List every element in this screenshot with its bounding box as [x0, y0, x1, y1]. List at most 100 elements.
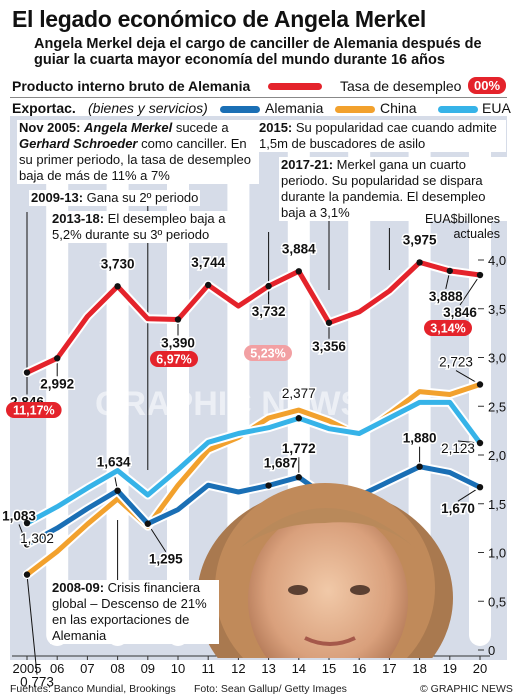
value-dot — [114, 283, 121, 290]
y-tick-label: 3,0 — [488, 351, 506, 366]
y-tick-label: 0 — [488, 643, 495, 658]
chart-title: El legado económico de Angela Merkel — [12, 6, 426, 32]
series-line-germany — [24, 464, 483, 547]
merkel-photo — [197, 483, 453, 658]
legend-row-exports: Exportac. (bienes y servicios) Alemania … — [10, 98, 511, 118]
legend-row-gdp: Producto interno bruto de Alemania Tasa … — [10, 76, 507, 96]
footer-photo: Foto: Sean Gallup/ Getty Images — [194, 683, 347, 695]
value-dot — [416, 259, 423, 266]
value-dot — [23, 541, 31, 548]
value-dot — [265, 482, 272, 489]
legend-usa-label: EUA — [482, 100, 511, 116]
value-dot — [476, 439, 484, 447]
footer-copyright: © GRAPHIC NEWS — [420, 683, 513, 695]
y-tick-label: 0,5 — [488, 594, 506, 609]
value-label-gdp: 2,992 — [40, 376, 74, 391]
x-tick-label: 13 — [261, 661, 275, 676]
value-label-germany: 1,670 — [441, 501, 475, 516]
note-2013-date: 2013-18: — [52, 211, 105, 226]
value-dot — [295, 268, 302, 275]
value-dot — [476, 381, 484, 388]
legend-china-swatch — [335, 106, 375, 113]
note-2005-name2: Gerhard Schroeder — [19, 136, 138, 151]
note-2009-text: Gana su 2º periodo — [86, 190, 199, 205]
value-label-germany: 1,687 — [264, 456, 298, 471]
note-2009-date: 2009-13: — [31, 190, 84, 205]
x-tick-label: 15 — [322, 661, 336, 676]
x-tick-label: 12 — [231, 661, 245, 676]
note-2005: Nov 2005: Angela Merkel sucede a Gerhard… — [17, 120, 259, 184]
value-label-gdp: 3,744 — [191, 255, 225, 270]
value-dot — [114, 487, 121, 494]
value-label-gdp: 3,884 — [282, 241, 316, 256]
value-label-gdp: 3,732 — [252, 304, 286, 319]
legend-gdp-label: Producto interno bruto de Alemania — [12, 78, 251, 94]
value-dot — [23, 369, 31, 376]
unemployment-badge-text: 11,17% — [13, 404, 55, 418]
legend-germany-label: Alemania — [265, 100, 324, 116]
value-label-china: 2,723 — [439, 355, 473, 370]
y-tick-label: 1,0 — [488, 546, 506, 561]
note-2005-date: Nov 2005: — [19, 120, 81, 135]
x-tick-label: 16 — [352, 661, 366, 676]
value-label-gdp: 3,975 — [403, 232, 437, 247]
value-dot — [23, 571, 31, 578]
note-2005-name1: Angela Merkel — [84, 120, 173, 135]
value-dot — [476, 271, 484, 279]
x-tick-label: 2005 — [13, 661, 42, 676]
unit-label: EUA$billones actuales — [424, 212, 500, 241]
legend-china-label: China — [380, 100, 417, 116]
value-label-usa: 1,302 — [20, 531, 54, 546]
legend-exports-sub: (bienes y servicios) — [88, 100, 208, 116]
value-leader — [26, 574, 38, 675]
note-2008-text: Crisis financiera global – Descenso de 2… — [52, 580, 207, 643]
x-tick-label: 14 — [292, 661, 306, 676]
note-2005-mid: sucede a — [175, 120, 229, 135]
note-2017-date: 2017-21: — [281, 157, 334, 172]
y-tick-label: 3,5 — [488, 302, 506, 317]
legend-unemployment-badge: 00% — [468, 77, 507, 94]
y-tick-label: 4,0 — [488, 253, 506, 268]
x-tick-label: 19 — [443, 661, 457, 676]
y-tick-label: 1,5 — [488, 497, 506, 512]
unemployment-badge-text: 5,23% — [250, 347, 285, 361]
value-dot — [476, 483, 484, 491]
value-label-usa: 2,123 — [441, 441, 475, 456]
y-tick-label: 2,0 — [488, 448, 506, 463]
value-dot — [295, 474, 302, 481]
x-tick-label: 18 — [412, 661, 426, 676]
value-label-gdp: 3,846 — [443, 305, 477, 320]
legend-germany-swatch — [220, 106, 260, 113]
value-label-gdp: 3,730 — [101, 256, 135, 271]
value-dot — [416, 463, 423, 470]
value-label-germany: 1,634 — [97, 455, 131, 470]
x-tick-label: 09 — [141, 661, 155, 676]
value-dot — [446, 267, 453, 275]
note-2017-text: Merkel gana un cuarto periodo. Su popula… — [281, 157, 486, 220]
note-2015: 2015: Su popularidad cae cuando admite 1… — [257, 120, 506, 152]
value-label-gdp: 3,390 — [161, 335, 195, 350]
legend-divider — [10, 97, 507, 98]
legend-usa-swatch — [438, 106, 478, 113]
year-band — [46, 126, 69, 646]
x-tick-label: 08 — [110, 661, 124, 676]
value-dot — [265, 282, 272, 290]
unemployment-badge-text: 3,14% — [430, 322, 465, 336]
legend-gdp-swatch — [268, 83, 322, 90]
note-2013-text: El desempleo baja a 5,2% durante su 3º p… — [52, 211, 226, 242]
value-dot — [54, 355, 61, 362]
x-tick-label: 10 — [171, 661, 185, 676]
note-2015-date: 2015: — [259, 120, 293, 135]
unemployment-badge — [424, 320, 472, 336]
legend-exports-label: Exportac. — [12, 100, 76, 116]
series-line-gdp — [24, 259, 483, 375]
note-2008-date: 2008-09: — [52, 580, 105, 595]
value-label-china: 0,773 — [20, 675, 54, 690]
year-band — [408, 126, 431, 646]
note-2009: 2009-13: Gana su 2º periodo — [29, 190, 201, 206]
value-dot — [174, 316, 182, 323]
value-label-gdp: 3,888 — [429, 289, 463, 304]
note-2015-text: Su popularidad cae cuando admite 1,5m de… — [259, 120, 497, 151]
chart-subtitle: Angela Merkel deja el cargo de canciller… — [34, 36, 482, 68]
